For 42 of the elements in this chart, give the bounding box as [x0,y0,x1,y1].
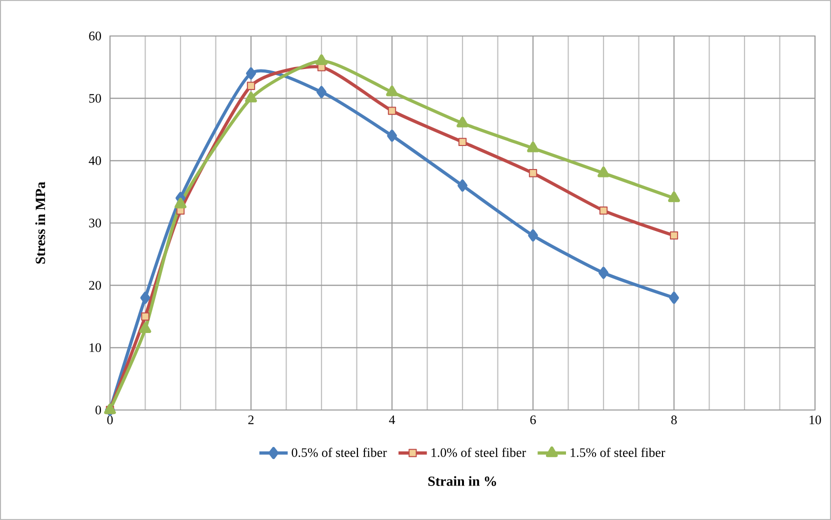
point [668,191,680,202]
legend-label: 1.5% of steel fiber [570,448,666,458]
x-axis-title: Strain in % [428,476,496,486]
point [141,312,150,321]
point [316,86,326,98]
y-tick-label: 0 [96,406,102,414]
point [387,130,397,142]
point [388,106,396,115]
x-tick-label: 4 [389,416,396,424]
point [458,180,468,192]
point [670,231,678,240]
y-tick-label: 40 [88,156,102,166]
point [599,206,608,215]
legend-label: 0.5% of steel fiber [292,448,387,458]
y-axis-title: Stress in MPa [35,182,46,264]
y-tick-label: 20 [89,280,102,290]
point [246,82,256,90]
point [598,266,608,279]
x-tick-label: 10 [810,416,821,424]
y-tick-label: 50 [89,94,102,103]
point [316,54,328,66]
point [139,322,152,334]
point [174,198,186,208]
point [669,292,679,304]
legend-label: 1.0% of steel fiber [432,448,526,458]
point [528,229,538,242]
y-tick-label: 30 [89,218,102,228]
point [456,116,468,128]
point [386,86,398,96]
y-tick-label: 10 [90,343,102,352]
point [140,292,150,304]
x-tick-label: 8 [671,416,677,424]
y-tick-label: 60 [89,32,102,40]
point [528,169,538,178]
x-tick-label: 2 [248,416,254,424]
point [598,166,610,178]
point [527,142,539,152]
x-tick-label: 0 [107,416,113,424]
x-tick-label: 6 [530,416,536,424]
point [245,92,257,102]
point [246,67,256,80]
point [458,138,467,146]
